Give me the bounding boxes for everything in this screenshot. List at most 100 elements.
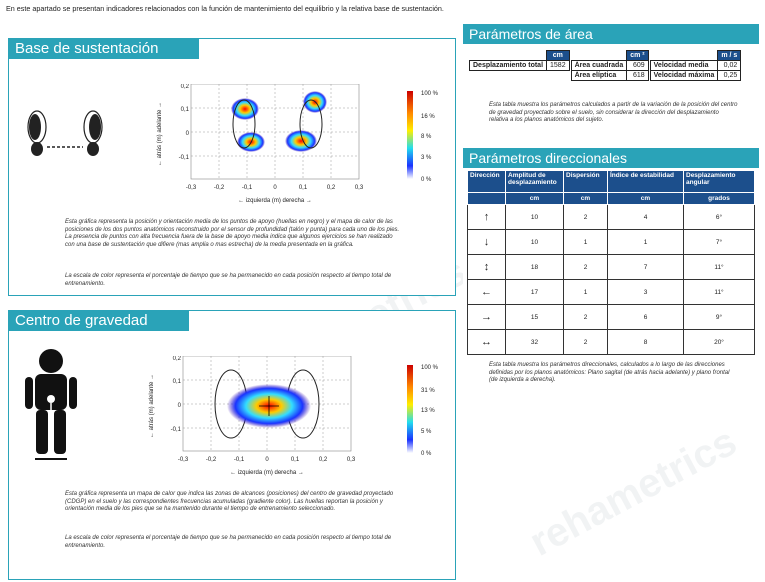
- ang-cell: 11°: [683, 254, 755, 280]
- intro-text: En este apartado se presentan indicadore…: [6, 4, 444, 13]
- unit-ms: m / s: [717, 50, 742, 61]
- area-caption: Esta tabla muestra los parámetros calcul…: [489, 102, 738, 124]
- y-tick: 0: [178, 403, 182, 409]
- y-tick: -0,1: [171, 427, 182, 433]
- arrow-left-icon: ←: [467, 279, 506, 305]
- dir-header: Desplazamiento angular: [683, 170, 755, 193]
- area-panel-title: Parámetros de área: [463, 24, 759, 44]
- table-row: ↓ 10 1 1 7°: [467, 229, 755, 255]
- disp-cell: 1: [563, 279, 608, 305]
- dir-unit: cm: [563, 192, 608, 205]
- cog-heatmap-chart: 0,2 0,1 0 -0,1 -0,3 -0,2 -0,1 0 0,1 0,2 …: [149, 356, 356, 476]
- ang-cell: 9°: [683, 304, 755, 330]
- idx-cell: 1: [607, 229, 684, 255]
- x-tick: 0,1: [299, 185, 308, 191]
- area-value: 609: [626, 60, 649, 71]
- x-axis-label: ← izquierda (m) derecha →: [230, 470, 304, 476]
- x-tick: -0,3: [178, 457, 189, 463]
- arrow-updown-icon: ↕: [467, 254, 506, 280]
- ang-cell: 6°: [683, 204, 755, 230]
- table-row: ← 17 1 3 11°: [467, 279, 755, 305]
- area-label: Velocidad media: [649, 60, 719, 71]
- arrow-up-icon: ↑: [467, 204, 506, 230]
- table-row: ↔ 32 2 8 20°: [467, 329, 755, 355]
- x-axis-label: ← izquierda (m) derecha →: [238, 198, 312, 204]
- scale-label: 8 %: [421, 134, 432, 140]
- scale-label: 0 %: [421, 177, 432, 183]
- unit-cm: cm: [546, 50, 570, 61]
- area-value: 618: [626, 70, 649, 81]
- watermark: rehametrics: [522, 419, 744, 565]
- scale-label: 100 %: [421, 365, 439, 371]
- x-tick: 0,2: [319, 457, 328, 463]
- arrow-right-icon: →: [467, 304, 506, 330]
- x-tick: 0,3: [347, 457, 356, 463]
- area-label: Área cuadrada: [570, 60, 628, 71]
- scale-label: 5 %: [421, 429, 432, 435]
- arrow-down-icon: ↓: [467, 229, 506, 255]
- x-tick: 0,1: [291, 457, 300, 463]
- disp-cell: 1: [563, 229, 608, 255]
- cog-caption: Esta gráfica representa un mapa de calor…: [65, 491, 394, 513]
- dir-panel: Parámetros direccionales Dirección Ampli…: [463, 148, 759, 398]
- base-caption-scale: La escala de color representa el porcent…: [65, 273, 392, 287]
- ang-cell: 11°: [683, 279, 755, 305]
- cog-caption-scale: La escala de color representa el porcent…: [65, 535, 392, 549]
- disp-cell: 2: [563, 204, 608, 230]
- y-axis-label: ← atrás (m) adelante →: [157, 102, 163, 166]
- idx-cell: 6: [607, 304, 684, 330]
- area-value: 0,25: [717, 70, 742, 81]
- area-value: 0,02: [717, 60, 742, 71]
- idx-cell: 8: [607, 329, 684, 355]
- y-tick: 0,2: [181, 84, 190, 90]
- disp-cell: 2: [563, 329, 608, 355]
- scale-label: 0 %: [421, 451, 432, 457]
- dir-header: Dispersión: [563, 170, 608, 193]
- x-tick: -0,3: [186, 185, 197, 191]
- idx-cell: 4: [607, 204, 684, 230]
- x-tick: -0,1: [234, 457, 245, 463]
- ang-cell: 7°: [683, 229, 755, 255]
- base-panel: Base de sustentación: [8, 38, 456, 296]
- x-tick: 0,2: [327, 185, 336, 191]
- x-tick: 0: [265, 457, 269, 463]
- table-row: ↕ 18 2 7 11°: [467, 254, 755, 280]
- amp-cell: 18: [505, 254, 564, 280]
- amp-cell: 15: [505, 304, 564, 330]
- base-color-scale: 100 % 16 % 8 % 3 % 0 %: [407, 91, 439, 183]
- x-tick: 0: [273, 185, 277, 191]
- y-tick: 0,2: [173, 356, 182, 362]
- dir-header: Dirección: [467, 170, 506, 193]
- dir-panel-title: Parámetros direccionales: [463, 148, 759, 168]
- dir-unit: [467, 192, 506, 205]
- arrow-leftright-icon: ↔: [467, 329, 506, 355]
- cog-panel-title: Centro de gravedad: [9, 311, 189, 331]
- area-value: 1582: [546, 60, 570, 71]
- disp-cell: 2: [563, 304, 608, 330]
- idx-cell: 7: [607, 254, 684, 280]
- amp-cell: 17: [505, 279, 564, 305]
- base-caption: Esta gráfica representa la posición y or…: [65, 219, 400, 248]
- base-heatmap-chart: 0,2 0,1 0 -0,1 -0,3 -0,2 -0,1 0 0,1 0,2 …: [157, 84, 364, 204]
- cog-panel: Centro de gravedad: [8, 310, 456, 580]
- area-label: Desplazamiento total: [468, 60, 548, 71]
- y-tick: 0,1: [173, 379, 182, 385]
- x-tick: 0,3: [355, 185, 364, 191]
- dir-header: Amplitud de desplazamiento: [505, 170, 564, 193]
- area-table: cm cm ² m / s Desplazamiento total 1582 …: [468, 50, 742, 81]
- dir-table: Dirección Amplitud de desplazamiento Dis…: [467, 170, 755, 355]
- y-tick: 0,1: [181, 107, 190, 113]
- disp-cell: 2: [563, 254, 608, 280]
- amp-cell: 10: [505, 229, 564, 255]
- dir-header: Índice de estabilidad: [607, 170, 684, 193]
- x-tick: -0,2: [214, 185, 225, 191]
- scale-label: 100 %: [421, 91, 439, 97]
- scale-label: 3 %: [421, 155, 432, 161]
- ang-cell: 20°: [683, 329, 755, 355]
- body-icon: [25, 349, 77, 460]
- amp-cell: 32: [505, 329, 564, 355]
- table-row: → 15 2 6 9°: [467, 304, 755, 330]
- dir-unit: grados: [683, 192, 755, 205]
- area-label: Área elíptica: [570, 70, 628, 81]
- dir-unit: cm: [505, 192, 564, 205]
